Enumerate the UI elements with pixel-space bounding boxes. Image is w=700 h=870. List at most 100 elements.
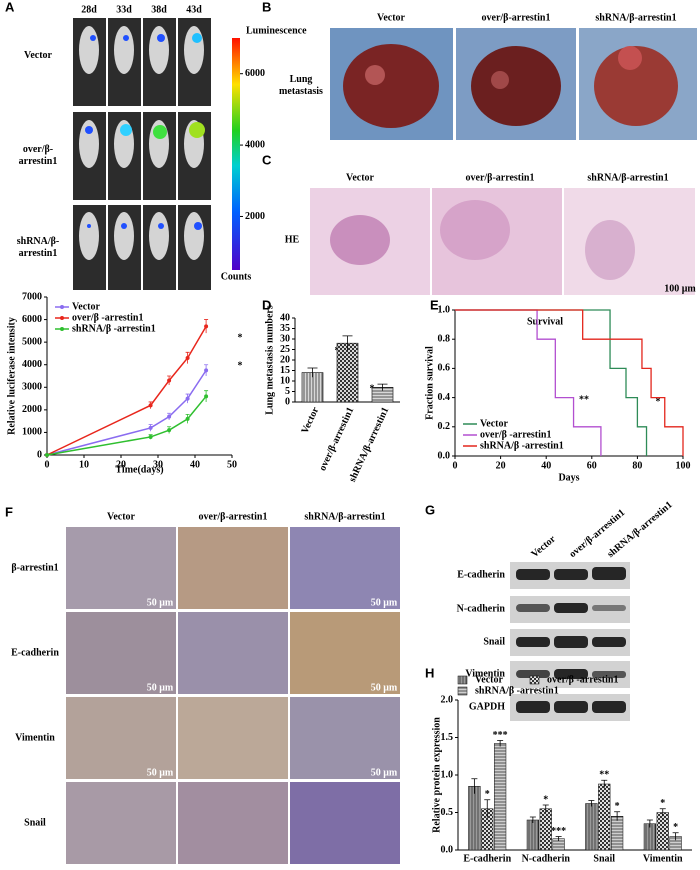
legend-label: Vector: [72, 301, 101, 312]
significance-label: *: [660, 798, 665, 809]
scale-label: 50 μm: [371, 682, 398, 693]
line: [46, 325, 207, 456]
bar-hatch: [669, 836, 682, 850]
error-bar: [342, 335, 353, 351]
day-label: 43d: [186, 4, 202, 15]
scale-label: 50 μm: [371, 767, 398, 778]
y-tick-label: 0.5: [441, 807, 454, 818]
scale-label: 100 μm: [664, 283, 696, 294]
y-tick-label: 7000: [22, 291, 42, 302]
x-tick-label: Snail: [593, 853, 615, 864]
mouse-bodies: [79, 26, 204, 260]
bar-hatch: [468, 786, 481, 850]
y-tick-label: 4000: [22, 359, 42, 370]
x-tick-label: 100: [676, 460, 691, 471]
bar-hatch: [611, 816, 623, 850]
y-tick-label: 30: [280, 333, 290, 344]
column-label: shRNA/β-arrestin1: [595, 12, 676, 23]
point: [204, 324, 209, 329]
y-tick-label: 1.0: [438, 304, 451, 315]
y-tick-label: 2.0: [441, 694, 454, 705]
row-label: HE: [285, 234, 300, 245]
row-label: Lung metastasis: [279, 74, 323, 97]
point: [167, 414, 172, 419]
bar-hatch: [481, 808, 494, 850]
annotation: *: [238, 360, 243, 371]
x-tick-label: Vimentin: [643, 853, 683, 864]
x-tick-label: 40: [541, 460, 551, 471]
colorbar-tick-label: 6000: [245, 68, 265, 79]
column-label: shRNA/β-arrestin1: [605, 499, 674, 560]
column-label: over/β-arrestin1: [199, 511, 268, 522]
row-label: Snail: [483, 636, 505, 647]
x-axis-label: Days: [558, 472, 579, 483]
row-label: E-cadherin: [457, 569, 505, 580]
x-tick-label: 0: [45, 459, 50, 470]
y-tick-label: 0: [37, 449, 42, 460]
x-tick-label: Vector: [300, 405, 322, 435]
significance-label: *: [485, 789, 490, 800]
row-label: Vimentin: [465, 668, 505, 679]
y-tick-label: 25: [280, 344, 290, 355]
point: [45, 453, 49, 457]
bar-hatch: [494, 743, 506, 850]
day-label: 38d: [151, 4, 167, 15]
legend-hatch: [458, 676, 467, 684]
row-label: E-cadherin: [11, 647, 59, 658]
x-tick-label: E-cadherin: [463, 853, 511, 864]
legend-marker: [60, 316, 64, 320]
bar-hatch: [527, 820, 539, 850]
x-tick-label: N-cadherin: [522, 853, 571, 864]
ihc-images: [66, 527, 400, 864]
y-axis-label: Lung metastasis numbers: [264, 305, 275, 415]
row-label: Vimentin: [15, 732, 55, 743]
survival-curve: [455, 309, 648, 456]
y-tick-label: 1000: [22, 427, 42, 438]
legend-label: over/β -arrestin1: [480, 429, 551, 440]
row-label: GAPDH: [469, 701, 505, 712]
y-tick-label: 5000: [22, 336, 42, 347]
legend-label: shRNA/β -arrestin1: [475, 685, 559, 696]
annotation: *: [238, 332, 243, 343]
y-axis-label: Relative luciferase intensity: [6, 317, 17, 435]
he-images: [310, 188, 695, 295]
significance-label: ***: [493, 730, 508, 741]
panel-letter: H: [425, 665, 434, 680]
scale-label: 50 μm: [147, 597, 174, 608]
y-axis-label: Relative protein expression: [431, 717, 442, 833]
significance-label: **: [599, 770, 609, 781]
column-label: Vector: [377, 12, 406, 23]
legend-label: shRNA/β -arrestin1: [480, 440, 564, 451]
panel-letter: C: [262, 152, 272, 167]
panel-letter: F: [5, 504, 13, 519]
error-bar: [484, 799, 491, 818]
error-bar: [614, 811, 621, 821]
y-tick-label: 0.0: [438, 450, 451, 461]
chart-title: Survival: [527, 316, 563, 327]
panel-letter: B: [262, 0, 271, 14]
row-label: Snail: [24, 817, 46, 828]
y-tick-label: 0.8: [438, 333, 451, 344]
legend-marker: [60, 327, 64, 331]
column-label: Vector: [346, 172, 375, 183]
error-bar: [588, 800, 595, 807]
colorbar: [232, 38, 240, 270]
scale-label: 50 μm: [147, 767, 174, 778]
y-tick-label: 1.0: [441, 769, 454, 780]
bar-hatch: [552, 838, 565, 850]
bar-hatch: [539, 808, 552, 850]
bar-hatch: [644, 823, 656, 850]
y-tick-label: 20: [280, 354, 290, 365]
error-bar: [471, 778, 478, 794]
bar-hatch: [656, 812, 669, 850]
scale-label: 50 μm: [371, 597, 398, 608]
annotation: *: [656, 396, 661, 407]
error-bar: [307, 367, 318, 378]
x-tick-label: 80: [632, 460, 642, 471]
bar-hatch: [337, 343, 358, 402]
annotation: **: [579, 394, 589, 405]
y-tick-label: 10: [280, 375, 290, 386]
y-tick-label: 5: [285, 386, 290, 397]
point: [167, 428, 172, 433]
